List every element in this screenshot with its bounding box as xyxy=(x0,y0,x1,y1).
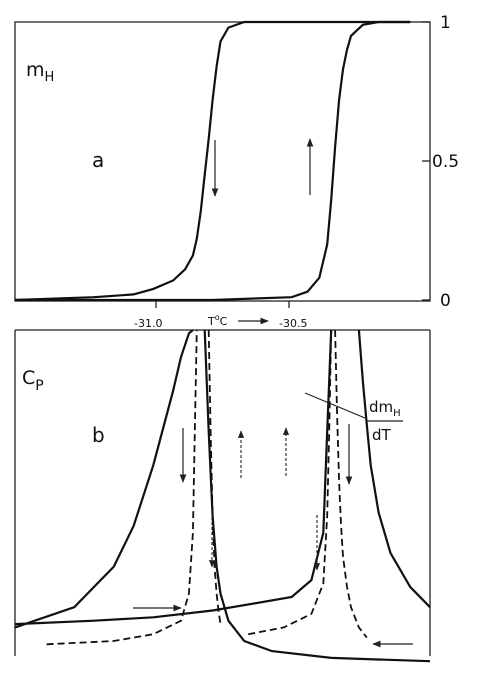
panel-a-cooling-curve xyxy=(14,20,411,302)
x-axis-label: ToC xyxy=(207,313,228,328)
panel-b-ylabel-main: C xyxy=(22,367,35,389)
x-axis-label-degree: o xyxy=(215,313,220,322)
panel-a-frame xyxy=(14,21,431,302)
x-axis-label-main: T xyxy=(207,315,215,328)
annotation-leader xyxy=(304,392,366,419)
panel-b-solid-curve-1 xyxy=(14,329,194,629)
annotation-num-main: dm xyxy=(369,398,393,416)
x-tick-label-30.5: -30.5 xyxy=(279,317,307,330)
annotation-denominator: dT xyxy=(372,426,392,444)
panel-b-dashed-curve-3 xyxy=(248,329,333,636)
panel-b: CP b dmH dT xyxy=(14,329,431,663)
panel-b-ylabel: CP xyxy=(22,367,44,394)
y-tick-label-1: 1 xyxy=(440,13,451,33)
x-axis-label-unit: C xyxy=(220,315,228,328)
panel-b-dashed-curve-4 xyxy=(334,329,368,639)
panel-b-solid-curve-3 xyxy=(14,329,333,626)
panel-b-solid-curve-4 xyxy=(357,329,431,608)
annotation-num-sub: H xyxy=(393,408,401,419)
panel-a-ylabel: mH xyxy=(26,59,54,85)
panel-b-ylabel-sub: P xyxy=(35,378,43,394)
x-axis: -31.0 -30.5 ToC xyxy=(134,301,307,330)
panel-a-label: a xyxy=(92,148,104,172)
panel-a-heating-curve xyxy=(15,20,411,302)
y-tick-label-0: 0 xyxy=(440,291,451,311)
y-tick-label-0.5: 0.5 xyxy=(432,152,459,172)
panel-b-dashed-curve-1 xyxy=(46,329,198,646)
panel-a-ylabel-sub: H xyxy=(45,70,55,85)
panel-a: 1 0.5 0 mH a xyxy=(14,13,459,311)
panel-b-label: b xyxy=(92,423,105,447)
x-tick-label-31.0: -31.0 xyxy=(134,317,162,330)
panel-b-solid-curve-2 xyxy=(203,329,431,663)
annotation-numerator: dmH xyxy=(369,398,401,419)
panel-a-ylabel-main: m xyxy=(26,59,45,81)
